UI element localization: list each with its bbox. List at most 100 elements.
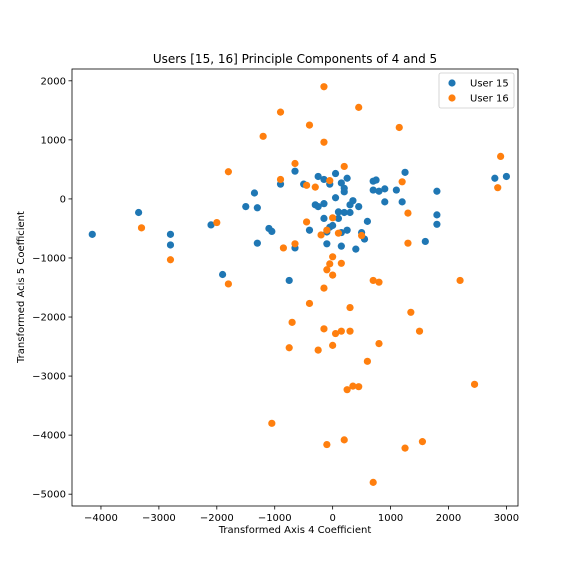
data-point <box>317 231 325 239</box>
data-point <box>88 230 96 238</box>
x-axis: −4000 −3000 −2000 −1000 0 1000 2000 3000 <box>84 506 519 524</box>
data-point <box>305 299 314 308</box>
y-tick-label: −3000 <box>32 372 66 383</box>
data-point <box>363 357 372 365</box>
x-tick-label: 2000 <box>436 513 461 524</box>
data-point <box>381 198 389 206</box>
data-point <box>433 211 441 219</box>
data-point <box>213 218 221 227</box>
data-point <box>279 244 288 252</box>
data-point <box>369 186 377 194</box>
data-point <box>268 227 276 235</box>
data-point <box>355 383 363 391</box>
x-axis-label: Transformed Axis 4 Coefficient <box>218 525 372 536</box>
data-point <box>375 340 383 348</box>
data-point <box>259 132 267 140</box>
data-point <box>323 266 331 274</box>
data-point <box>314 346 322 354</box>
data-point <box>497 152 505 160</box>
data-point <box>334 229 343 237</box>
x-tick-label: 3000 <box>494 513 519 524</box>
data-point <box>369 478 377 486</box>
data-point <box>415 327 424 335</box>
data-point <box>401 168 409 176</box>
x-tick-label: 0 <box>329 513 335 524</box>
data-point <box>340 436 348 444</box>
data-point <box>253 204 261 212</box>
data-point <box>395 123 403 132</box>
data-point <box>305 226 314 234</box>
data-point <box>320 138 328 146</box>
plot-area <box>88 83 511 486</box>
data-point <box>320 200 328 208</box>
legend-label: User 16 <box>470 94 509 105</box>
data-point <box>329 253 337 261</box>
x-tick-label: 1000 <box>378 513 403 524</box>
data-point <box>166 230 175 238</box>
data-point <box>288 318 296 326</box>
data-point <box>337 242 345 250</box>
data-point <box>331 169 340 178</box>
data-point <box>340 208 348 217</box>
data-point <box>218 270 227 279</box>
data-point <box>470 380 479 388</box>
data-point <box>352 245 360 253</box>
y-axis-label: Transformed Acis 5 Coefficient <box>16 211 27 364</box>
data-point <box>363 217 372 225</box>
data-point <box>392 186 400 194</box>
data-point <box>398 178 406 186</box>
legend-label: User 15 <box>470 79 509 90</box>
data-point <box>337 259 345 267</box>
data-point <box>137 224 146 232</box>
data-point <box>276 175 285 184</box>
data-point <box>291 240 299 248</box>
y-tick-label: −5000 <box>32 490 66 501</box>
data-point <box>250 189 259 197</box>
data-point <box>346 327 354 335</box>
data-point <box>268 419 276 427</box>
x-tick-label: −1000 <box>258 513 292 524</box>
data-point <box>331 329 340 338</box>
data-point <box>224 280 232 288</box>
data-point <box>253 239 261 247</box>
data-point <box>285 276 293 285</box>
data-point <box>323 440 331 449</box>
y-tick-label: −1000 <box>32 253 66 264</box>
data-point <box>349 197 357 205</box>
data-point <box>305 121 314 129</box>
chart-title: Users [15, 16] Principle Components of 4… <box>153 52 437 66</box>
data-point <box>285 344 293 352</box>
data-point <box>329 221 337 230</box>
data-point <box>337 327 345 335</box>
x-tick-label: −2000 <box>200 513 234 524</box>
data-point <box>291 167 299 175</box>
y-tick-label: −2000 <box>32 313 66 324</box>
data-point <box>421 237 429 246</box>
data-point <box>329 341 337 349</box>
data-point <box>224 168 232 176</box>
data-point <box>343 386 351 394</box>
data-point <box>355 202 363 211</box>
data-point <box>320 83 328 91</box>
data-point <box>334 214 343 223</box>
data-point <box>326 177 334 185</box>
y-tick-label: 1000 <box>41 135 66 146</box>
data-point <box>291 159 299 168</box>
data-point <box>358 231 366 240</box>
data-point <box>346 303 354 312</box>
data-point <box>343 174 351 182</box>
data-point <box>337 179 345 187</box>
legend-marker <box>448 79 456 87</box>
data-point <box>407 308 415 316</box>
x-tick-label: −4000 <box>84 513 118 524</box>
data-point <box>314 202 322 211</box>
data-point <box>242 202 250 211</box>
data-point <box>372 176 380 184</box>
data-point <box>502 172 511 181</box>
data-point <box>314 172 322 181</box>
y-axis: −5000 −4000 −3000 −2000 −1000 0 1000 2000 <box>32 76 72 501</box>
y-tick-label: 2000 <box>41 76 66 87</box>
data-point <box>494 184 502 192</box>
data-point <box>311 183 319 191</box>
